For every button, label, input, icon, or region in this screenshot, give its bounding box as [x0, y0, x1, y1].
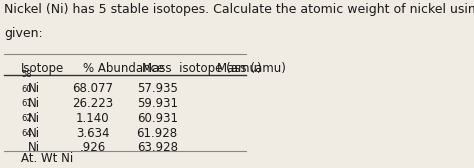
Text: 58: 58: [21, 70, 32, 79]
Text: Ni: Ni: [28, 97, 40, 110]
Text: given:: given:: [4, 27, 43, 40]
Text: Ni: Ni: [28, 112, 40, 125]
Text: At. Wt Ni: At. Wt Ni: [21, 152, 73, 165]
Text: .926: .926: [80, 141, 106, 154]
Text: 57.935: 57.935: [137, 82, 178, 95]
Text: 61: 61: [21, 99, 32, 108]
Text: 60.931: 60.931: [137, 112, 178, 125]
Text: 60: 60: [21, 85, 32, 94]
Text: Mass  isotope (amu): Mass isotope (amu): [142, 62, 262, 75]
Text: Nickel (Ni) has 5 stable isotopes. Calculate the atomic weight of nickel using t: Nickel (Ni) has 5 stable isotopes. Calcu…: [4, 3, 474, 16]
Text: 62: 62: [21, 114, 32, 123]
Text: 68.077: 68.077: [73, 82, 113, 95]
Text: % Abundance: % Abundance: [83, 62, 164, 75]
Text: Ni: Ni: [28, 82, 40, 95]
Text: Ni: Ni: [28, 141, 40, 154]
Text: Isotope: Isotope: [21, 62, 64, 75]
Text: Ni: Ni: [28, 127, 40, 140]
Text: 59.931: 59.931: [137, 97, 178, 110]
Text: 61.928: 61.928: [137, 127, 178, 140]
Text: Mass (amu): Mass (amu): [217, 62, 285, 75]
Text: 63.928: 63.928: [137, 141, 178, 154]
Text: 26.223: 26.223: [73, 97, 113, 110]
Text: 1.140: 1.140: [76, 112, 109, 125]
Text: 3.634: 3.634: [76, 127, 109, 140]
Text: 64: 64: [21, 129, 32, 138]
